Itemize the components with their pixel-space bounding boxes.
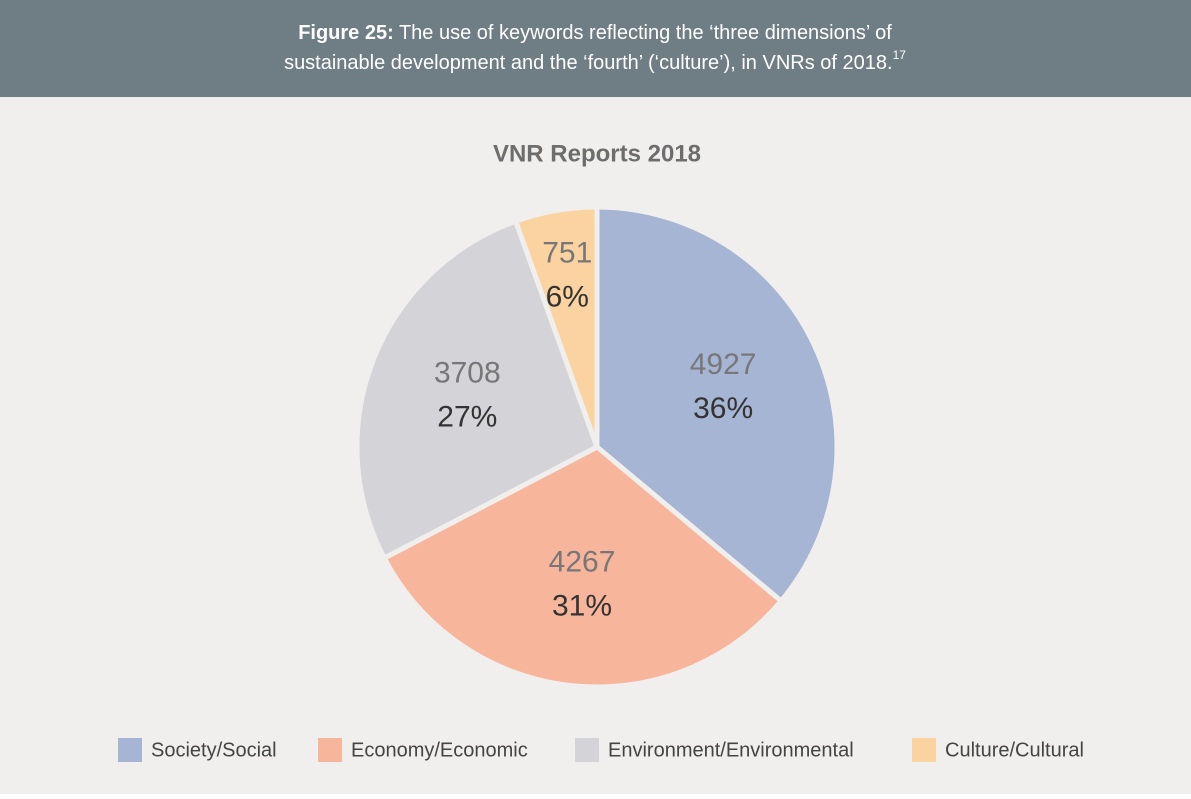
header-line-1: Figure 25: The use of keywords reflectin… (298, 22, 892, 44)
percent-label: 31% (552, 589, 612, 622)
legend-label: Society/Social (151, 739, 277, 761)
pie-slice (354, 217, 601, 562)
legend-label: Culture/Cultural (945, 739, 1084, 761)
value-label: 4267 (549, 545, 616, 578)
legend-swatch (318, 738, 342, 762)
legend-label: Economy/Economic (351, 739, 528, 761)
value-label: 3708 (434, 356, 501, 389)
percent-label: 36% (693, 392, 753, 425)
pie-slice (594, 204, 840, 605)
legend-label: Environment/Environmental (608, 739, 854, 761)
header-line-2: sustainable development and the ‘fourth’… (284, 48, 906, 74)
legend-swatch (118, 738, 142, 762)
header-band (0, 0, 1191, 97)
legend-swatch (912, 738, 936, 762)
figure-label: Figure 25: (298, 22, 394, 44)
value-label: 751 (542, 237, 592, 270)
legend-swatch (575, 738, 599, 762)
value-label: 4927 (690, 348, 757, 381)
pie-slice (512, 204, 600, 448)
percent-label: 27% (437, 400, 497, 433)
caption: sustainable development and the ‘fourth’… (284, 52, 893, 74)
percent-label: 6% (546, 281, 589, 314)
footnote: 17 (893, 48, 907, 62)
caption: The use of keywords reflecting the ‘thre… (399, 22, 892, 44)
chart-title: VNR Reports 2018 (493, 140, 701, 167)
